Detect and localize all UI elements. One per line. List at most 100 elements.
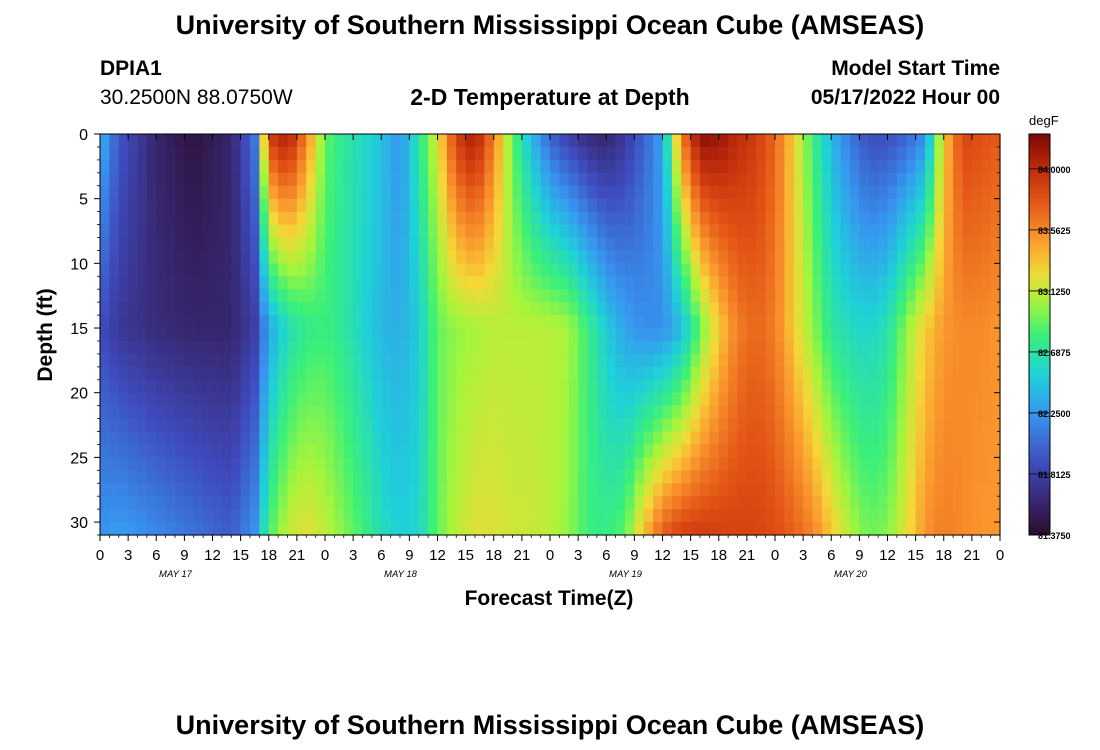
heatmap-cell [915, 509, 926, 523]
heatmap-cell [606, 146, 617, 161]
heatmap-cell [287, 418, 298, 433]
heatmap-cell [437, 224, 448, 239]
heatmap-cell [681, 302, 692, 316]
heatmap-cell [240, 315, 251, 329]
heatmap-cell [746, 405, 757, 420]
heatmap-cell [700, 250, 710, 264]
heatmap-cell [418, 444, 429, 458]
heatmap-cell [718, 470, 729, 484]
heatmap-cell [578, 224, 589, 239]
heatmap-cell [953, 289, 964, 303]
heatmap-cell [325, 315, 335, 329]
heatmap-cell [184, 276, 195, 290]
heatmap-cell [906, 509, 917, 523]
heatmap-cell [231, 418, 242, 433]
heatmap-cell [925, 483, 935, 497]
heatmap-cell [409, 328, 420, 342]
heatmap-cell [203, 289, 214, 303]
heatmap-cell [343, 198, 354, 213]
heatmap-cell [765, 470, 776, 484]
heatmap-cell [943, 328, 954, 342]
heatmap-cell [981, 392, 992, 407]
heatmap-cell [559, 366, 570, 381]
heatmap-cell [100, 366, 110, 381]
heatmap-cell [484, 340, 495, 355]
heatmap-cell [737, 392, 748, 407]
heatmap-cell [587, 224, 598, 239]
heatmap-cell [859, 289, 870, 303]
heatmap-cell [240, 405, 251, 420]
heatmap-cell [793, 431, 804, 446]
heatmap-cell [878, 134, 889, 148]
heatmap-cell [587, 185, 598, 200]
heatmap-cell [325, 172, 335, 187]
heatmap-cell [540, 302, 551, 316]
heatmap-cell [662, 496, 673, 510]
heatmap-cell [503, 509, 514, 523]
heatmap-cell [540, 470, 551, 484]
heatmap-cell [456, 172, 467, 187]
heatmap-cell [250, 146, 260, 161]
heatmap-cell [915, 444, 926, 458]
heatmap-cell [475, 276, 485, 290]
heatmap-cell [971, 483, 982, 497]
heatmap-cell [503, 353, 514, 368]
heatmap-cell [353, 340, 364, 355]
heatmap-cell [137, 289, 148, 303]
heatmap-cell [221, 392, 232, 407]
heatmap-cell [203, 211, 214, 226]
heatmap-cell [287, 185, 298, 200]
heatmap-cell [128, 392, 139, 407]
heatmap-cell [821, 418, 832, 433]
heatmap-cell [896, 289, 907, 303]
heatmap-cell [737, 250, 748, 264]
heatmap-cell [465, 185, 476, 200]
heatmap-cell [146, 470, 157, 484]
heatmap-cell [737, 315, 748, 329]
heatmap-cell [615, 496, 626, 510]
heatmap-cell [990, 134, 1001, 148]
heatmap-cell [315, 198, 326, 213]
heatmap-cell [465, 470, 476, 484]
heatmap-cell [184, 159, 195, 174]
heatmap-cell [371, 522, 382, 536]
heatmap-cell [231, 159, 242, 174]
heatmap-cell [418, 146, 429, 161]
heatmap-cell [306, 315, 317, 329]
heatmap-cell [878, 185, 889, 200]
heatmap-cell [990, 392, 1001, 407]
heatmap-cell [371, 353, 382, 368]
heatmap-cell [943, 431, 954, 446]
heatmap-cell [334, 483, 345, 497]
heatmap-cell [550, 237, 560, 252]
heatmap-cell [268, 392, 279, 407]
heatmap-cell [343, 470, 354, 484]
heatmap-cell [887, 250, 898, 264]
heatmap-cell [990, 185, 1001, 200]
heatmap-cell [606, 444, 617, 458]
heatmap-cell [803, 289, 814, 303]
heatmap-cell [625, 392, 635, 407]
heatmap-cell [268, 276, 279, 290]
heatmap-cell [784, 134, 795, 148]
heatmap-cell [437, 159, 448, 174]
heatmap-cell [728, 159, 739, 174]
heatmap-cell [578, 263, 589, 277]
heatmap-cell [306, 457, 317, 471]
heatmap-cell [878, 509, 889, 523]
heatmap-cell [681, 353, 692, 368]
heatmap-cell [625, 444, 635, 458]
heatmap-cell [962, 328, 973, 342]
heatmap-cell [700, 276, 710, 290]
heatmap-cell [184, 470, 195, 484]
x-tick-label: 15 [457, 547, 474, 564]
heatmap-cell [925, 431, 935, 446]
heatmap-cell [840, 405, 851, 420]
heatmap-cell [493, 134, 504, 148]
heatmap-cell [943, 470, 954, 484]
heatmap-cell [943, 457, 954, 471]
x-tick-label: 15 [682, 547, 699, 564]
heatmap-cell [212, 134, 223, 148]
heatmap-cell [240, 509, 251, 523]
heatmap-cell [765, 211, 776, 226]
